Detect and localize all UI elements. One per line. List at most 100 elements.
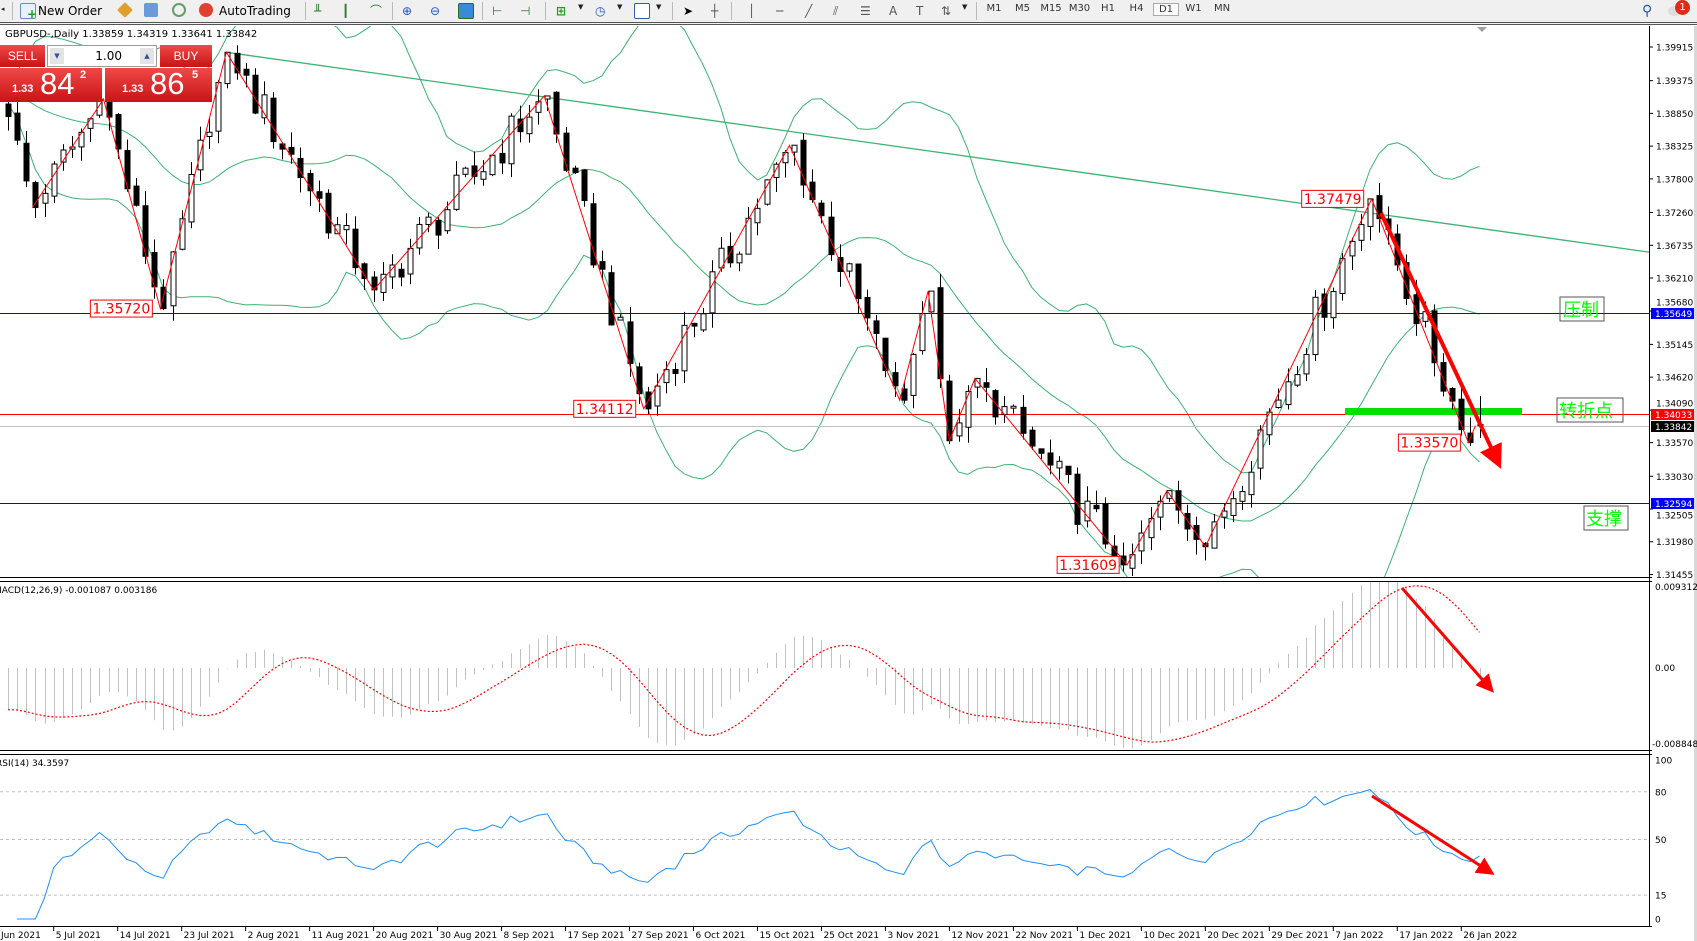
autotrading-icon[interactable] — [199, 3, 213, 17]
candle — [1056, 456, 1063, 480]
candle-body-bear — [142, 205, 149, 257]
data-window-icon[interactable] — [144, 3, 158, 17]
candle-body-bull — [663, 369, 670, 384]
candle — [389, 254, 396, 289]
chart-shift-icon[interactable]: ⊣ — [520, 4, 531, 18]
templates-icon[interactable] — [634, 3, 650, 19]
price-label: 1.38850 — [1656, 110, 1693, 120]
time-axis[interactable]: Jun 2021 5 Jul 2021 14 Jul 2021 23 Jul 202… — [0, 927, 1517, 941]
candle-body-bull — [681, 324, 688, 372]
timeframe-mn[interactable]: MN — [1213, 3, 1231, 14]
candle — [1065, 465, 1072, 484]
toolbar-separator — [976, 2, 977, 20]
support-annotation[interactable]: 支撑 — [1583, 505, 1629, 531]
timeframe-m30[interactable]: M30 — [1068, 3, 1091, 14]
candle — [681, 311, 688, 383]
search-icon[interactable]: ⚲ — [1642, 3, 1653, 19]
autotrading-button[interactable]: AutoTrading — [219, 4, 291, 18]
indicators-icon[interactable]: ⊞ — [556, 4, 567, 18]
turning-point-annotation[interactable]: 转折点 — [1556, 397, 1624, 423]
candle — [956, 408, 963, 442]
vertical-line-icon[interactable]: │ — [748, 4, 756, 18]
candle — [508, 113, 515, 178]
zigzag-line — [31, 51, 1476, 566]
buy-price-button[interactable]: 1.33 86 5 — [105, 66, 212, 102]
price-axis[interactable]: 1.39915 1.39375 1.38850 1.38325 1.37800 1.372… — [1649, 44, 1693, 581]
chevron-down-icon[interactable]: ▼ — [617, 3, 623, 11]
candle — [1294, 366, 1301, 388]
crosshair-icon[interactable]: ┼ — [711, 4, 719, 18]
timeframe-m5[interactable]: M5 — [1015, 3, 1030, 14]
zoom-in-icon[interactable]: ⊕ — [402, 4, 413, 18]
candle — [124, 139, 131, 192]
trendline-icon[interactable]: ╱ — [805, 4, 813, 18]
down-arrow-macd[interactable] — [1400, 587, 1494, 693]
buy-button[interactable]: BUY — [160, 45, 212, 67]
candle-body-bull — [407, 247, 414, 275]
time-label: 25 Oct 2021 — [823, 931, 879, 941]
sell-button[interactable]: SELL — [0, 45, 45, 67]
candle — [371, 271, 378, 303]
new-order-icon[interactable]: + — [20, 3, 37, 20]
sell-price-button[interactable]: 1.33 84 2 — [0, 66, 102, 102]
trendline[interactable] — [226, 51, 1649, 253]
timeframe-h4[interactable]: H4 — [1129, 3, 1144, 14]
candle-body-bull — [170, 251, 177, 307]
zigzag-price-label: 1.34112 — [573, 399, 637, 418]
timeframe-m1[interactable]: M1 — [986, 3, 1002, 14]
periods-clock-icon[interactable]: ◷ — [595, 4, 606, 18]
candle — [1010, 404, 1017, 414]
channel-icon[interactable]: ⫽ — [833, 4, 839, 18]
tile-windows-icon[interactable] — [458, 3, 474, 19]
candle — [1120, 542, 1127, 572]
toolbar-separator — [672, 2, 673, 20]
candle-body-bull — [965, 390, 972, 428]
chart-shift-marker[interactable] — [1477, 27, 1487, 32]
candle — [745, 206, 752, 255]
candle-body-bear — [133, 185, 140, 206]
candle — [1148, 507, 1155, 551]
auto-scroll-icon[interactable]: ⊢ — [492, 4, 503, 18]
candle — [544, 95, 551, 112]
candle — [1047, 439, 1054, 475]
toolbar-separator — [305, 2, 306, 20]
candle-body-bear — [590, 203, 597, 266]
buy-price-prefix: 1.33 — [122, 83, 144, 95]
cursor-icon[interactable]: ➤ — [683, 4, 694, 18]
candle — [462, 166, 469, 178]
timeframe-d1[interactable]: D1 — [1153, 3, 1179, 16]
candle — [1020, 395, 1027, 440]
toolbar-overflow-icon[interactable]: ◂ — [1, 5, 5, 13]
line-chart-icon[interactable]: ⌒ — [370, 4, 383, 18]
arrows-icon[interactable]: ⇅ — [941, 4, 952, 18]
chevron-down-icon[interactable]: ▼ — [656, 3, 662, 11]
bar-chart-icon[interactable]: ╨ — [314, 4, 322, 18]
signals-icon[interactable] — [172, 3, 186, 17]
down-arrow-main[interactable] — [1379, 212, 1502, 469]
chevron-down-icon[interactable]: ▼ — [578, 3, 584, 11]
candle-body-bear — [1440, 362, 1447, 392]
candle-body-bull — [380, 273, 387, 293]
volume-increase-button[interactable]: ▲ — [140, 48, 154, 64]
turning-point-zone[interactable] — [1345, 408, 1522, 415]
chevron-down-icon[interactable]: ▼ — [962, 3, 968, 11]
timeframe-h1[interactable]: H1 — [1101, 3, 1115, 14]
volume-decrease-button[interactable]: ▼ — [50, 48, 64, 64]
text-icon[interactable]: A — [889, 4, 898, 18]
candle-body-bull — [617, 316, 624, 321]
resistance-annotation[interactable]: 压制 — [1559, 296, 1605, 322]
candle-body-bear — [818, 202, 825, 217]
volume-input[interactable]: ▼ 1.00 ▲ — [47, 45, 157, 67]
new-order-button[interactable]: New Order — [38, 4, 103, 18]
volume-value[interactable]: 1.00 — [95, 49, 122, 63]
timeframe-m15[interactable]: M15 — [1040, 3, 1062, 14]
notification-badge[interactable]: 1 — [1675, 0, 1690, 15]
fibonacci-icon[interactable]: ☰ — [860, 4, 871, 18]
text-label-icon[interactable]: T — [916, 4, 924, 18]
timeframe-w1[interactable]: W1 — [1185, 3, 1202, 14]
horizontal-line-icon[interactable]: ─ — [776, 4, 784, 18]
down-arrow-rsi[interactable] — [1371, 794, 1495, 875]
zoom-out-icon[interactable]: ⊖ — [430, 4, 441, 18]
candlestick-chart-icon[interactable]: ┃ — [342, 4, 350, 18]
